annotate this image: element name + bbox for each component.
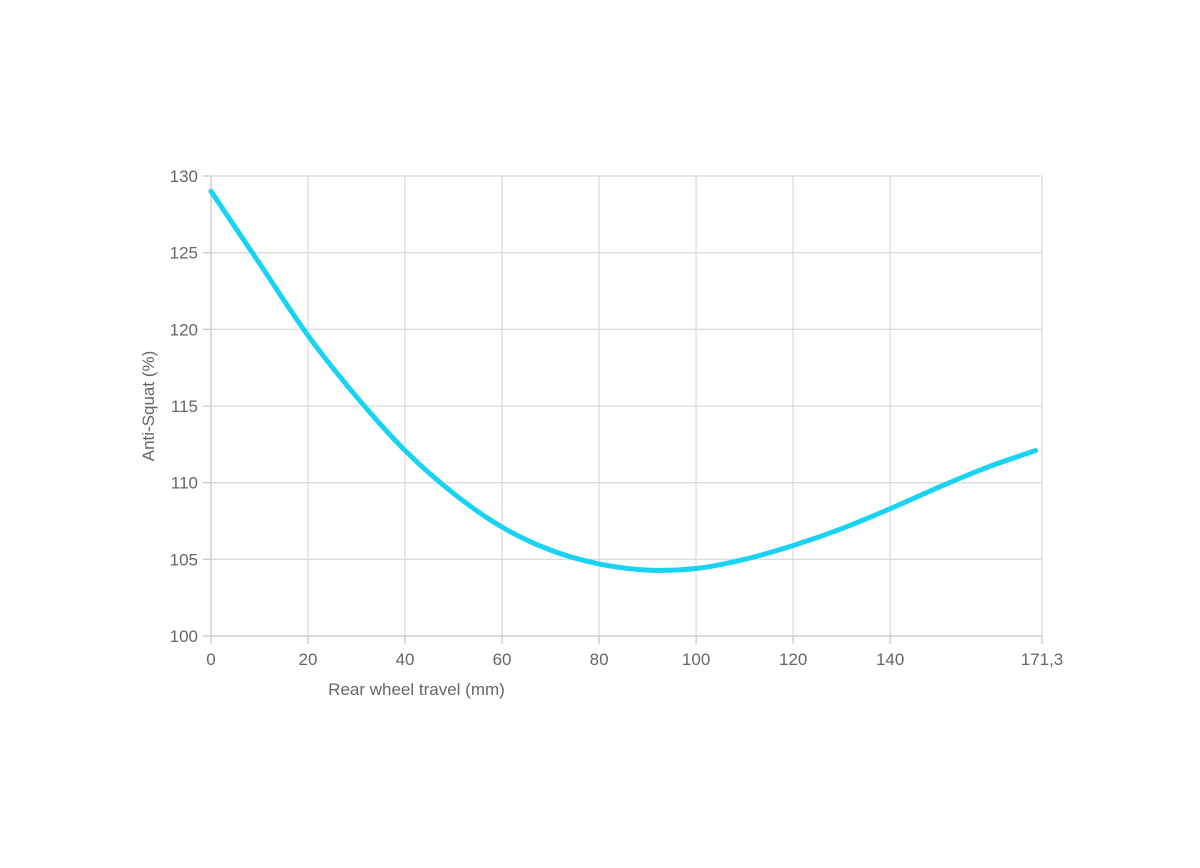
series-group: [208, 188, 1039, 573]
x-tick-label: 100: [682, 650, 710, 669]
y-tick-label: 100: [170, 627, 198, 646]
axes: [203, 175, 1043, 644]
x-tick-label: 20: [299, 650, 318, 669]
x-tick-label: 140: [876, 650, 904, 669]
x-tick-label: 40: [396, 650, 415, 669]
y-tick-label: 120: [170, 320, 198, 339]
y-tick-label: 115: [171, 397, 198, 416]
x-tick-label: 171,3: [1021, 650, 1064, 669]
x-tick-label: 60: [493, 650, 512, 669]
y-axis-title: Anti-Squat (%): [139, 351, 158, 462]
y-tick-label: 125: [170, 244, 198, 263]
x-tick-label: 120: [779, 650, 807, 669]
grid: [211, 175, 1043, 636]
y-tick-label: 110: [171, 474, 198, 493]
x-tick-label: 0: [206, 650, 215, 669]
x-axis-title: Rear wheel travel (mm): [328, 680, 505, 699]
y-tick-label: 105: [170, 550, 198, 569]
x-tick-label: 80: [590, 650, 609, 669]
x-tick-labels: 0 20 40 60 80 100 120 140 171,3: [206, 650, 1063, 669]
series-line-0: [208, 188, 1039, 573]
y-tick-label: 130: [170, 167, 198, 186]
y-tick-labels: 100 105 110 115 120 125 130: [170, 167, 198, 646]
